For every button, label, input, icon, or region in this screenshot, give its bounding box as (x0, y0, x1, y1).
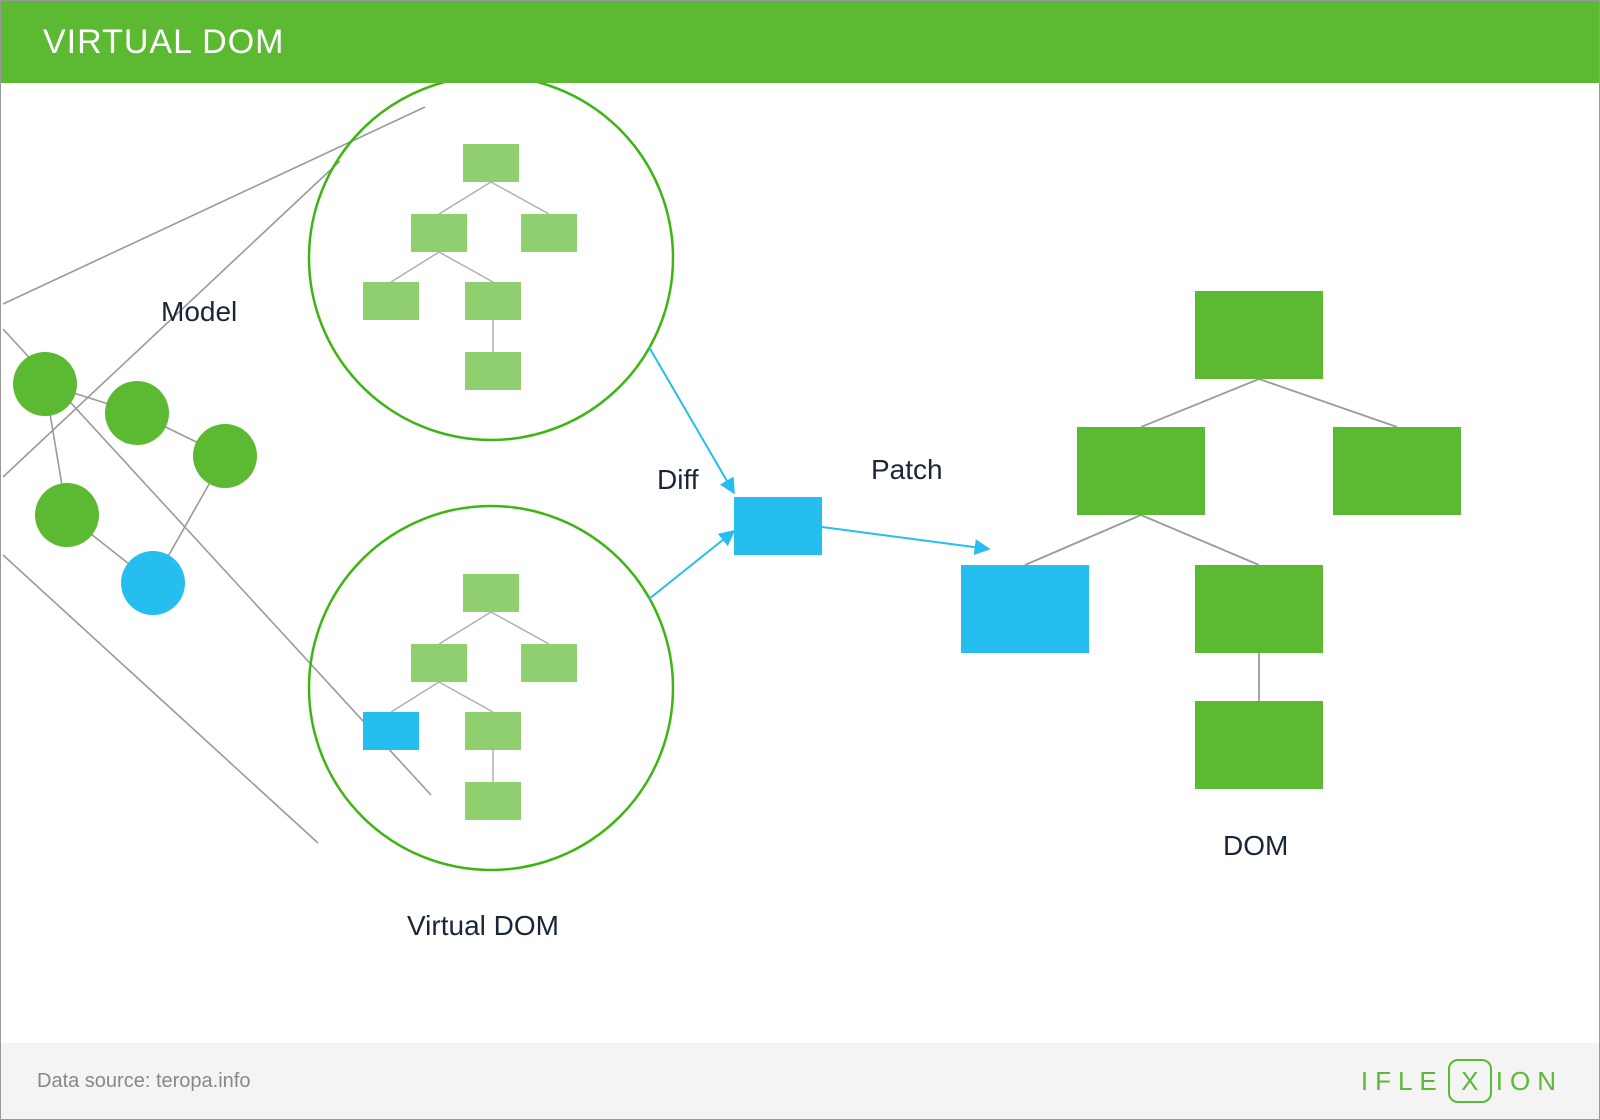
header-bar: VIRTUAL DOM (1, 1, 1599, 83)
diff-label: Diff (657, 464, 699, 495)
vdom-tree-top (363, 144, 577, 390)
footer-source: Data source: teropa.info (37, 1070, 250, 1093)
diagram-canvas: Model Virtual DOM Diff Patch DOM (1, 83, 1600, 1045)
header-title: VIRTUAL DOM (43, 23, 284, 62)
page-root: VIRTUAL DOM Model Virtual DOM Diff Patch DOM… (0, 0, 1600, 1120)
text-labels: Model Virtual DOM Diff Patch DOM (161, 296, 1288, 941)
logo-x-icon: X (1448, 1059, 1492, 1103)
model-graph (13, 352, 257, 615)
footer-bar: Data source: teropa.info IFLE X ION (1, 1043, 1599, 1119)
footer-logo: IFLE X ION (1361, 1059, 1563, 1103)
logo-right: ION (1496, 1066, 1563, 1097)
logo-left: IFLE (1361, 1066, 1444, 1097)
model-label: Model (161, 296, 237, 327)
vdom-circles (309, 83, 673, 870)
dom-tree (961, 291, 1461, 789)
virtual_dom-label: Virtual DOM (407, 910, 559, 941)
vdom-tree-bottom (363, 574, 577, 820)
patch-label: Patch (871, 454, 943, 485)
dom-label: DOM (1223, 830, 1288, 861)
